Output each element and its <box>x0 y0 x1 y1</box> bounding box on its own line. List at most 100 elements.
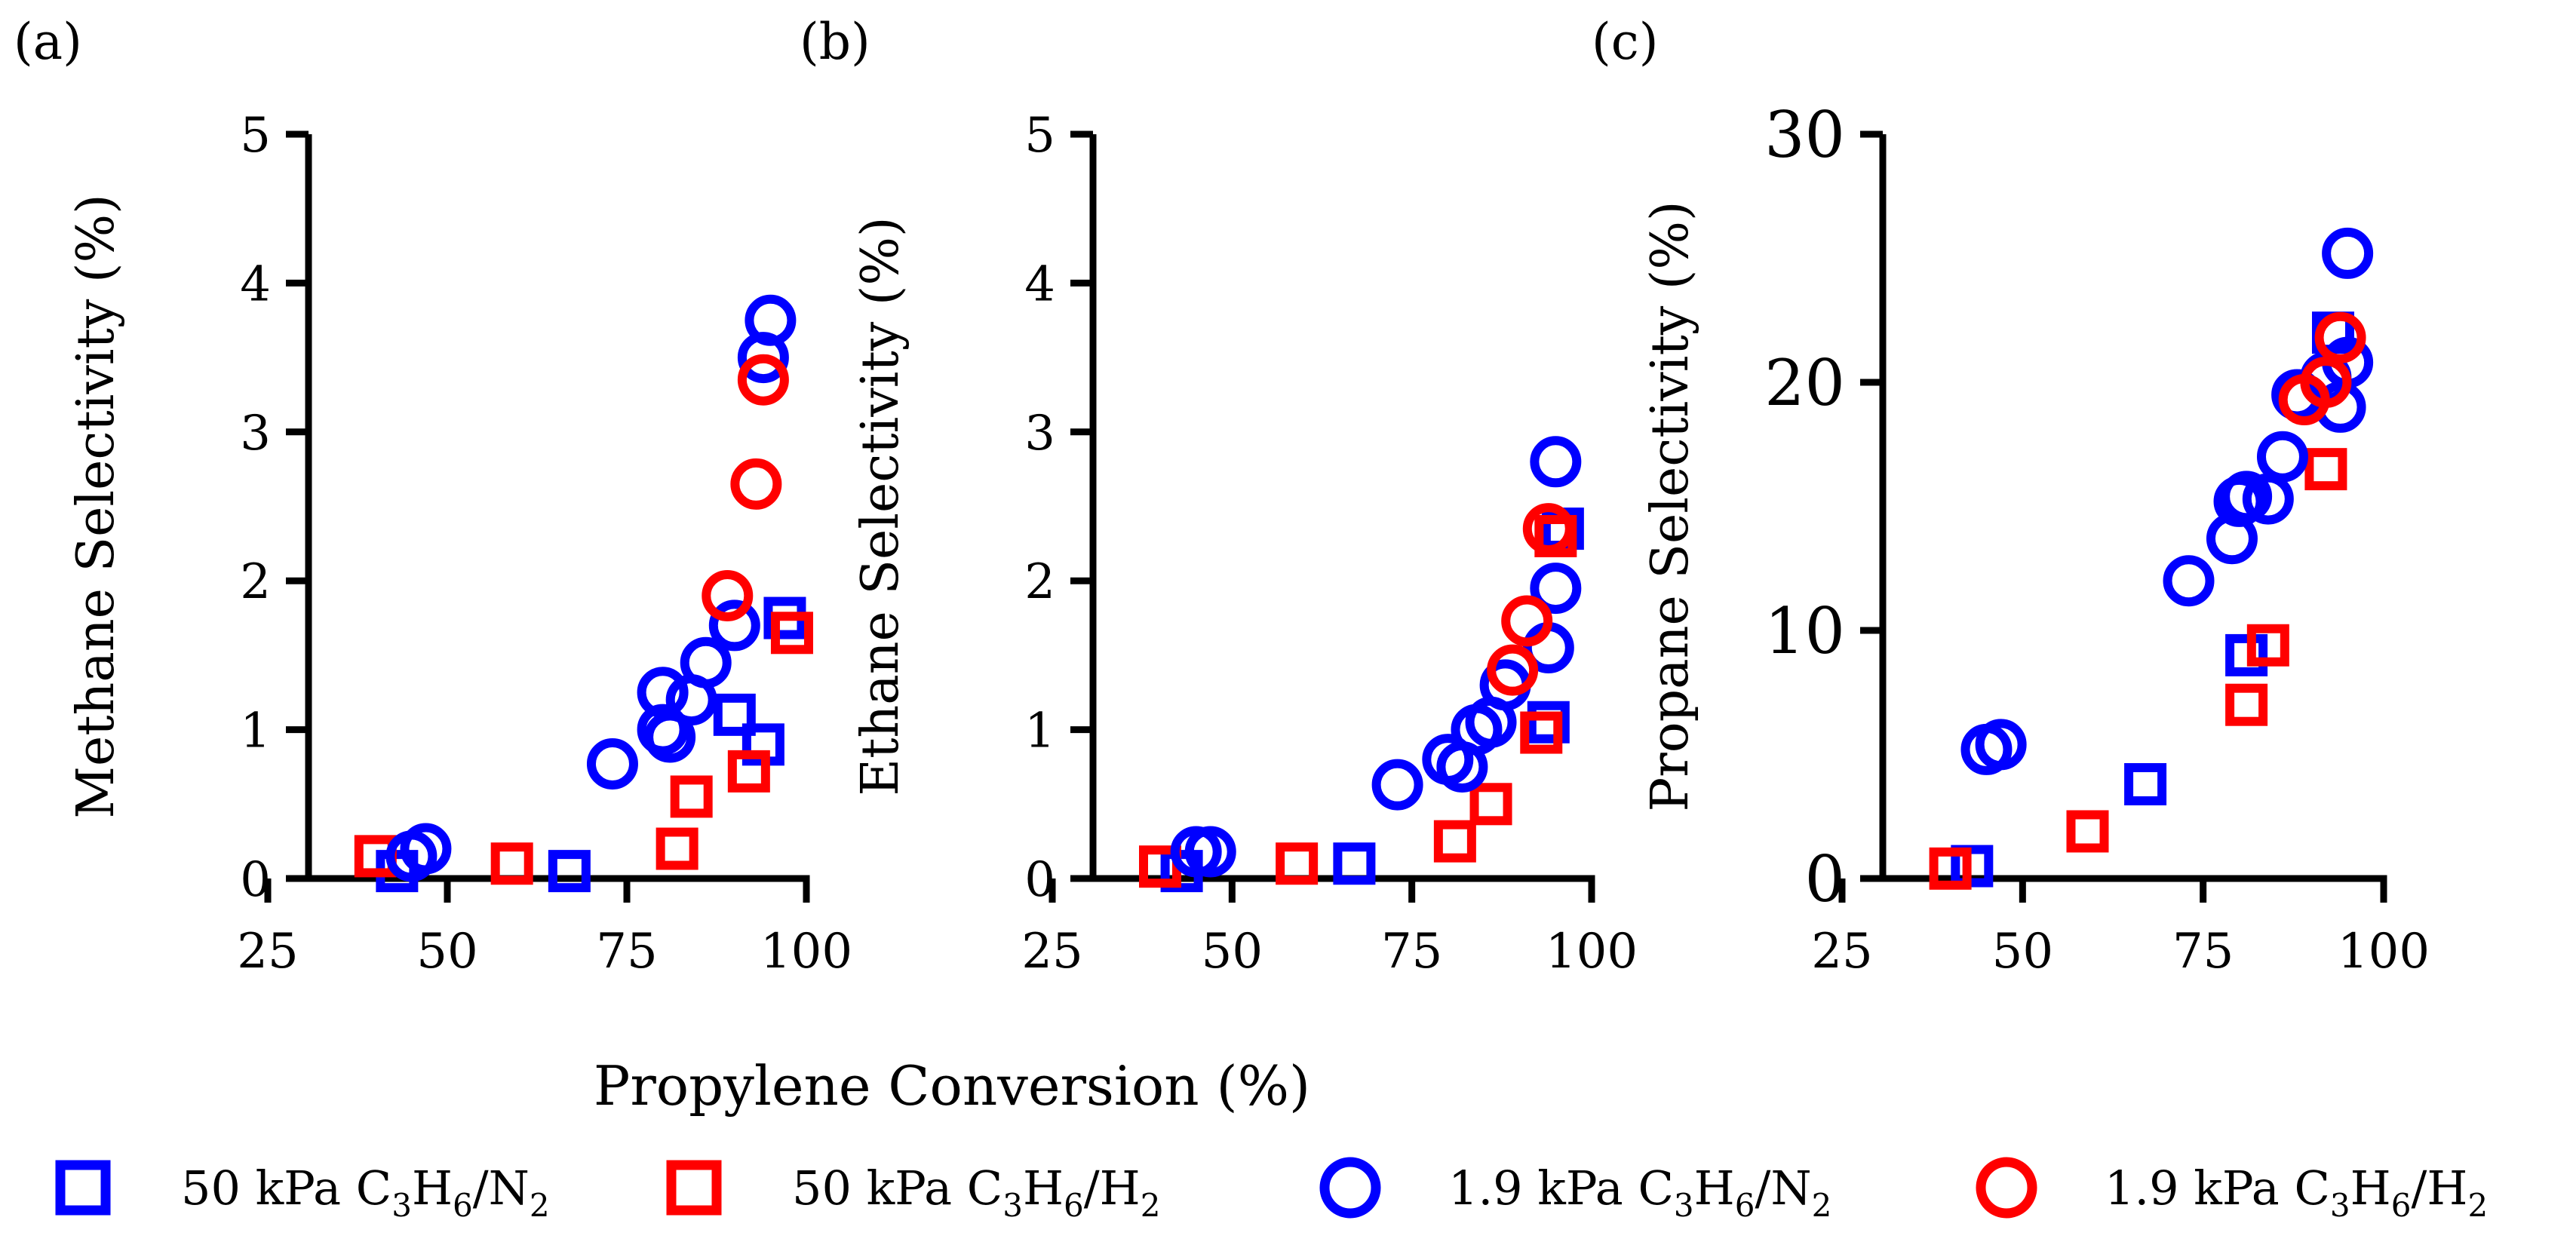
data-point-circle <box>2256 431 2308 483</box>
data-point-square <box>490 842 533 885</box>
legend-item: 50 kPa C3H6/H2 <box>666 1160 1160 1224</box>
y-tick-label: 30 <box>1764 98 1845 172</box>
legend-circle-icon <box>1976 1157 2037 1219</box>
data-point-square <box>1929 847 1972 890</box>
data-point-square <box>1951 845 1994 888</box>
series-1-9-kpa-c3h6-n2 <box>385 294 797 882</box>
data-point-square <box>2225 633 2268 676</box>
series-1-9-kpa-c3h6-h2 <box>1487 503 1574 696</box>
x-tick-label: 50 <box>1992 924 2053 980</box>
data-point-circle <box>1371 759 1423 811</box>
data-point-circle <box>1530 563 1582 615</box>
y-tick-label: 4 <box>1024 256 1055 312</box>
data-point-circle <box>745 294 797 346</box>
x-tick-label: 50 <box>416 924 477 980</box>
y-tick-label: 2 <box>1024 554 1055 610</box>
y-tick-label: 1 <box>1024 704 1055 759</box>
legend-item: 50 kPa C3H6/N2 <box>55 1160 550 1224</box>
y-tick-label: 1 <box>240 704 271 759</box>
data-point-square <box>670 775 713 818</box>
legend-label: 50 kPa C3H6/H2 <box>792 1161 1160 1224</box>
data-point-circle <box>2163 555 2215 607</box>
y-tick-label: 10 <box>1764 594 1845 668</box>
data-point-square <box>1469 783 1512 826</box>
legend-label: 1.9 kPa C3H6/N2 <box>1448 1161 1831 1224</box>
y-tick-label: 3 <box>1024 406 1055 461</box>
data-point-circle <box>708 599 760 652</box>
data-point-circle <box>737 354 789 406</box>
data-point-square <box>770 612 813 655</box>
series-1-9-kpa-c3h6-n2 <box>1170 436 1582 878</box>
y-tick-label: 3 <box>240 406 271 461</box>
x-tick-label: 75 <box>1381 924 1442 980</box>
data-point-circle <box>1487 644 1539 696</box>
data-point-circle <box>1501 595 1553 647</box>
data-point-circle <box>586 738 638 790</box>
data-point-square <box>2124 762 2167 805</box>
data-point-circle <box>2300 357 2352 408</box>
y-tick-label: 4 <box>240 256 271 312</box>
panel-c: (c) 0 10 20 30 25 50 75 100 Propane Selectivity (… <box>1592 13 2430 980</box>
data-point-square <box>2304 448 2347 491</box>
data-point-square <box>656 827 698 870</box>
x-tick-label: 100 <box>760 924 852 980</box>
data-point-square <box>1276 842 1319 885</box>
legend-label: 50 kPa C3H6/N2 <box>181 1161 550 1224</box>
y-tick-label: 2 <box>240 554 271 610</box>
x-tick-label: 25 <box>237 924 298 980</box>
y-axis-title: Propane Selectivity (%) <box>1641 201 1700 811</box>
legend-circle-icon <box>1319 1157 1381 1219</box>
data-point-square <box>2225 683 2268 726</box>
y-axis-title: Ethane Selectivity (%) <box>851 216 910 796</box>
legend-item: 1.9 kPa C3H6/N2 <box>1319 1157 1831 1224</box>
data-point-circle <box>2221 471 2273 523</box>
series-50-kpa-c3h6-h2 <box>354 612 813 885</box>
data-point-square <box>2066 810 2109 853</box>
legend-square-icon <box>55 1160 111 1216</box>
data-point-circle <box>1975 719 2027 771</box>
series-1-9-kpa-c3h6-h2 <box>702 354 789 621</box>
data-point-square <box>2246 624 2289 667</box>
legend-item: 1.9 kPa C3H6/H2 <box>1976 1157 2488 1224</box>
x-tick-label: 100 <box>2338 924 2430 980</box>
series-50-kpa-c3h6-n2 <box>1951 311 2354 888</box>
data-point-circle <box>2322 227 2374 279</box>
panel-label: (c) <box>1592 13 1658 71</box>
data-point-square <box>548 850 591 893</box>
series-50-kpa-c3h6-h2 <box>1929 448 2347 890</box>
x-tick-label: 100 <box>1546 924 1638 980</box>
data-point-circle <box>1530 436 1582 488</box>
y-tick-label: 5 <box>1024 108 1055 164</box>
data-point-circle <box>730 458 782 510</box>
data-point-circle <box>702 569 754 621</box>
data-point-circle <box>680 636 732 688</box>
data-point-square <box>1527 701 1570 744</box>
x-tick-label: 50 <box>1202 924 1263 980</box>
x-tick-label: 25 <box>1811 924 1872 980</box>
y-tick-label: 0 <box>1805 842 1845 916</box>
series-1-9-kpa-c3h6-n2 <box>1960 227 2374 775</box>
panel-label: (b) <box>800 13 870 71</box>
data-point-circle <box>1522 503 1574 555</box>
data-point-circle <box>637 704 689 756</box>
y-tick-label: 5 <box>240 108 271 164</box>
data-point-circle <box>400 823 452 875</box>
y-tick-label: 20 <box>1764 346 1845 420</box>
legend: 50 kPa C3H6/N2 50 kPa C3H6/H2 1.9 kPa C3H6… <box>55 1157 2488 1224</box>
x-tick-label: 25 <box>1021 924 1082 980</box>
data-point-square <box>713 693 756 736</box>
y-axis-title: Methane Selectivity (%) <box>66 194 126 818</box>
data-point-circle <box>2314 311 2366 363</box>
data-point-square <box>1333 842 1376 885</box>
x-tick-label: 75 <box>2172 924 2234 980</box>
data-point-square <box>1433 820 1476 863</box>
data-point-square <box>1520 711 1563 754</box>
panel-label: (a) <box>14 13 82 71</box>
x-tick-label: 75 <box>596 924 657 980</box>
series-1-9-kpa-c3h6-h2 <box>2278 311 2366 426</box>
legend-square-icon <box>666 1160 722 1216</box>
legend-label: 1.9 kPa C3H6/H2 <box>2105 1161 2488 1224</box>
